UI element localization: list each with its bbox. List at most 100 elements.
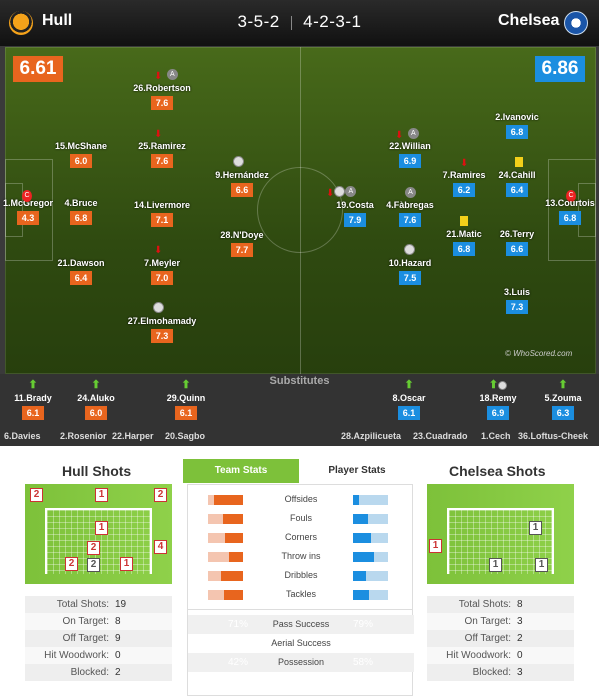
assist-icon: A — [405, 187, 416, 199]
shot-zone-count[interactable]: 1 — [95, 488, 108, 502]
home-percent: 54% — [227, 638, 248, 649]
player-meyler[interactable]: 7.Meyler 7.0 — [143, 258, 181, 285]
player-ndoye[interactable]: 28.N'Doye 7.7 — [220, 230, 264, 257]
goal-ball-icon — [334, 186, 346, 198]
player-costa[interactable]: 19.Costa 7.9 — [336, 200, 374, 227]
away-stat-value: 5 — [338, 570, 344, 580]
player-willian[interactable]: 22.Willian 6.9 — [389, 141, 431, 168]
away-team-name[interactable]: Chelsea — [498, 12, 560, 29]
pitch — [5, 47, 596, 374]
away-stat-bar — [353, 495, 388, 505]
player-bruce[interactable]: 4.Bruce 6.8 — [64, 198, 98, 225]
chelsea-crest-icon — [564, 11, 588, 35]
shot-zone-count[interactable]: 2 — [87, 541, 100, 555]
player-ramirez[interactable]: 25.Ramirez 7.6 — [138, 141, 186, 168]
away-stat-value: 21 — [338, 589, 349, 599]
home-stat-value: 26 — [251, 589, 262, 599]
away-percent: 46% — [352, 638, 373, 649]
goal-ball-icon — [498, 380, 508, 390]
player-mcgregor[interactable]: 1.McGregor 4.3 — [2, 198, 53, 225]
tab-team-stats[interactable]: Team Stats — [183, 459, 299, 483]
player-rating: 7.3 — [506, 300, 528, 314]
unused-sub[interactable]: 20.Sagbo — [165, 431, 206, 441]
home-stat-value: 14 — [251, 513, 262, 523]
unused-sub[interactable]: 28.Azpilicueta — [341, 431, 402, 441]
player-ramires[interactable]: 7.Ramires 6.2 — [442, 170, 486, 197]
goal-ball-icon — [153, 302, 164, 314]
yellow-card-icon — [460, 216, 468, 226]
team-stats-table: 5 Offsides 1 14 Fouls 11 6 Corners 6 19 Throw ins 3… — [187, 484, 414, 696]
shot-zone-count[interactable]: 1 — [120, 557, 133, 571]
unused-sub[interactable]: 23.Cuadrado — [413, 431, 468, 441]
home-team-name[interactable]: Hull — [42, 12, 73, 29]
team-stat-row: 8 Dribbles 5 — [188, 570, 414, 589]
sub-aluko[interactable]: ⬆ 24.Aluko 6.0 — [66, 378, 126, 420]
sub-oscar[interactable]: ⬆ 8.Oscar 6.1 — [379, 378, 439, 420]
sub-quinn[interactable]: ⬆ 29.Quinn 6.1 — [156, 378, 216, 420]
player-rating: 7.6 — [151, 96, 173, 110]
player-mcshane[interactable]: 15.McShane 6.0 — [54, 141, 108, 168]
player-luis[interactable]: 3.Luis 7.3 — [503, 287, 530, 314]
stat-label: Fouls — [289, 513, 312, 523]
chelsea-shot-summary: Total Shots: 8 On Target: 3 Off Target: 2 H… — [427, 596, 574, 681]
captain-icon: C — [22, 190, 32, 202]
home-stat-bar — [208, 590, 243, 600]
player-livermore[interactable]: 14.Livermore 7.1 — [133, 200, 191, 227]
home-team-rating: 6.61 — [13, 56, 63, 82]
unused-sub[interactable]: 2.Rosenior — [60, 431, 107, 441]
sub-on-icon: ⬆ — [404, 379, 414, 391]
shot-zone-count[interactable]: 1 — [535, 558, 548, 572]
stat-label: Aerial Success — [271, 638, 331, 648]
shot-zone-count[interactable]: 1 — [489, 558, 502, 572]
player-matic[interactable]: 21.Matic 6.8 — [446, 229, 482, 256]
home-stat-bar — [208, 514, 243, 524]
assist-icon: A — [407, 128, 419, 140]
tab-player-stats[interactable]: Player Stats — [328, 465, 386, 476]
player-rating: 6.0 — [70, 154, 92, 168]
shot-zone-count[interactable]: 2 — [65, 557, 78, 571]
shot-zone-count[interactable]: 2 — [154, 488, 167, 502]
unused-sub[interactable]: 6.Davies — [4, 431, 41, 441]
shot-zone-count[interactable]: 1 — [429, 539, 442, 553]
player-robertson[interactable]: 26.Robertson 7.6 — [133, 83, 191, 110]
unused-sub[interactable]: 22.Harper — [112, 431, 154, 441]
player-ivanovic[interactable]: 2.Ivanovic 6.8 — [495, 112, 539, 139]
player-rating: 6.6 — [231, 183, 253, 197]
sub-brady[interactable]: ⬆ 11.Brady 6.1 — [3, 378, 63, 420]
match-header: Hull 3-5-2 4-2-3-1 Chelsea — [0, 0, 599, 46]
stat-label: Offsides — [284, 494, 318, 504]
player-dawson[interactable]: 21.Dawson 6.4 — [57, 258, 105, 285]
player-rating: 6.8 — [559, 211, 581, 225]
stats-tabs: Team Stats Player Stats — [183, 459, 415, 483]
home-percent: 71% — [227, 619, 248, 630]
yellow-card-icon — [515, 157, 523, 167]
sub-on-icon: ⬆ — [91, 379, 101, 391]
unused-sub[interactable]: 36.Loftus-Cheek — [518, 431, 589, 441]
player-rating: 6.6 — [506, 242, 528, 256]
stat-label: Dribbles — [284, 570, 318, 580]
shot-zone-count[interactable]: 4 — [154, 540, 167, 554]
player-hazard[interactable]: 10.Hazard 7.5 — [388, 258, 432, 285]
player-rating: 7.3 — [151, 329, 173, 343]
away-formation: 4-2-3-1 — [303, 12, 362, 31]
sub-remy[interactable]: ⬆ 18.Remy 6.9 — [468, 378, 528, 420]
away-stat-value: 11 — [338, 513, 348, 523]
away-percent: 79% — [352, 619, 373, 630]
player-rating: 6.9 — [399, 154, 421, 168]
away-stat-bar — [353, 590, 388, 600]
player-rating: 6.8 — [70, 211, 92, 225]
shot-zone-count[interactable]: 2 — [87, 558, 100, 572]
hull-shot-summary: Total Shots: 19 On Target: 8 Off Target: 9 … — [25, 596, 172, 681]
shot-zone-count[interactable]: 1 — [529, 521, 542, 535]
sub-on-icon: ⬆ — [181, 379, 191, 391]
player-terry[interactable]: 26.Terry 6.6 — [499, 229, 535, 256]
player-elmohamady[interactable]: 27.Elmohamady 7.3 — [127, 316, 197, 343]
shot-zone-count[interactable]: 1 — [95, 521, 108, 535]
player-fabregas[interactable]: 4.Fàbregas 7.6 — [386, 200, 434, 227]
player-cahill[interactable]: 24.Cahill 6.4 — [498, 170, 536, 197]
player-courtois[interactable]: 13.Courtois 6.8 — [545, 198, 595, 225]
unused-sub[interactable]: 1.Cech — [481, 431, 511, 441]
sub-zouma[interactable]: ⬆ 5.Zouma 6.3 — [533, 378, 593, 420]
shot-zone-count[interactable]: 2 — [30, 488, 43, 502]
player-hernandez[interactable]: 9.Hernández 6.6 — [215, 170, 269, 197]
